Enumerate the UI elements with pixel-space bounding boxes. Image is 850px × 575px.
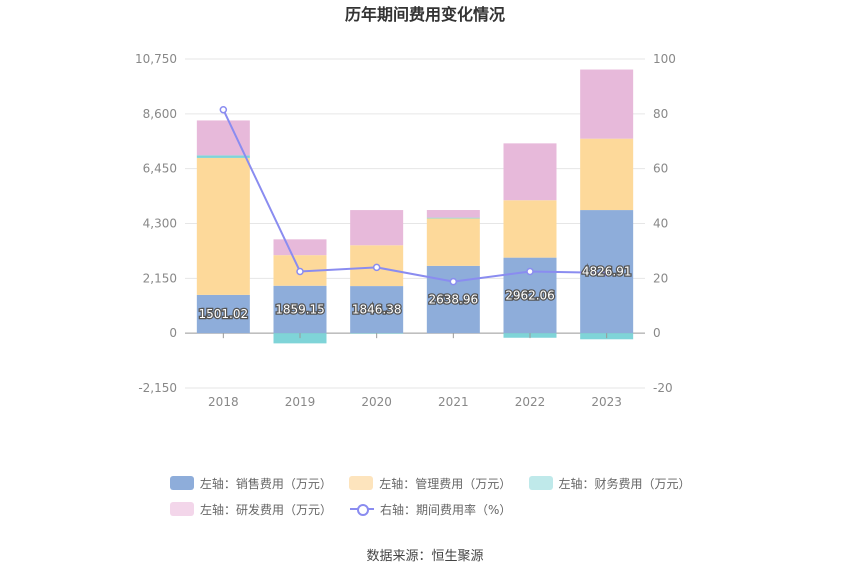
y-right-tick-label: 0 xyxy=(653,326,661,340)
y-left-tick-label: 4,300 xyxy=(143,217,177,231)
y-right-tick-label: -20 xyxy=(653,381,673,395)
y-left-tick-label: 8,600 xyxy=(143,107,177,121)
y-right-tick-label: 60 xyxy=(653,162,668,176)
y-right-tick-label: 40 xyxy=(653,217,668,231)
bar-segment xyxy=(350,210,404,246)
bar-data-label: 1859.15 xyxy=(275,302,325,316)
bar-segment xyxy=(196,294,250,334)
rate-point xyxy=(372,263,381,272)
x-tick-label: 2019 xyxy=(285,395,316,409)
bar-segment xyxy=(503,200,557,258)
legend-label-rd: 左轴：研发费用（万元） xyxy=(200,502,333,517)
bar-segment xyxy=(580,69,634,139)
bar-data-label: 2638.96 xyxy=(429,293,479,307)
legend-label-admin: 左轴：管理费用（万元） xyxy=(379,476,512,491)
rate-point xyxy=(602,269,611,277)
rate-line xyxy=(222,109,607,283)
bar-data-label: 1846.38 xyxy=(352,303,402,317)
y-right-tick-label: 80 xyxy=(653,107,668,121)
chart-title: 历年期间费用变化情况 xyxy=(345,5,505,24)
y-left-tick-label: 10,750 xyxy=(135,52,177,66)
bar-data-label: 1501.02 xyxy=(199,307,249,321)
bar-segment xyxy=(503,143,557,201)
x-tick-label: 2018 xyxy=(208,395,239,409)
legend-swatch-rate xyxy=(350,502,375,516)
x-tick-label: 2020 xyxy=(361,395,392,409)
bar-segment xyxy=(426,210,480,218)
bar-segment xyxy=(273,285,327,334)
legend-swatch-rd xyxy=(170,502,194,516)
legend-item-finance[interactable]: 左轴：财务费用（万元） xyxy=(528,475,691,492)
bar-segment xyxy=(580,138,634,211)
bar-segment xyxy=(426,218,480,266)
x-tick-label: 2021 xyxy=(438,395,469,409)
bar-segment xyxy=(196,155,250,158)
bar-segment xyxy=(426,217,480,219)
rate-point xyxy=(219,105,228,114)
legend-swatch-admin xyxy=(349,476,374,490)
y-right-tick-label: 100 xyxy=(653,52,676,66)
x-tick-label: 2022 xyxy=(515,395,546,409)
x-tick-label: 2023 xyxy=(591,395,622,409)
y-left-tick-label: -2,150 xyxy=(138,381,177,395)
bar-segment xyxy=(273,239,327,256)
legend-label-finance: 左轴：财务费用（万元） xyxy=(558,476,691,491)
rate-point xyxy=(449,277,458,286)
y-left-tick-label: 6,450 xyxy=(143,162,177,176)
bar-segment xyxy=(350,286,404,334)
rate-point xyxy=(296,267,304,276)
legend-item-rate[interactable]: 右轴：期间费用率（%） xyxy=(350,501,511,518)
bar-data-label: 2962.06 xyxy=(505,288,555,302)
legend-label-rate: 右轴：期间费用率（%） xyxy=(380,502,512,517)
bar-data-label: 4826.91 xyxy=(582,265,632,279)
legend-item-sales[interactable]: 左轴：销售费用（万元） xyxy=(170,475,332,492)
legend-item-admin[interactable]: 左轴：管理费用（万元） xyxy=(349,475,512,492)
legend-label-sales: 左轴：销售费用（万元） xyxy=(199,476,332,491)
legend-item-rd[interactable]: 左轴：研发费用（万元） xyxy=(170,501,332,518)
legend-swatch-sales xyxy=(170,476,194,490)
data-source: 数据来源：恒生聚源 xyxy=(366,549,484,564)
y-left-tick-label: 0 xyxy=(169,326,177,340)
bar-segment xyxy=(196,157,250,295)
y-left-tick-label: 2,150 xyxy=(143,271,177,285)
legend: 左轴：销售费用（万元） 左轴：管理费用（万元） 左轴：财务费用（万元） 左轴：研… xyxy=(170,470,691,522)
y-right-tick-label: 20 xyxy=(653,271,668,285)
bar-segment xyxy=(196,120,250,156)
rate-point xyxy=(526,267,534,276)
bar-segment xyxy=(273,333,327,344)
legend-swatch-finance xyxy=(528,476,553,490)
bar-segment xyxy=(426,265,480,334)
